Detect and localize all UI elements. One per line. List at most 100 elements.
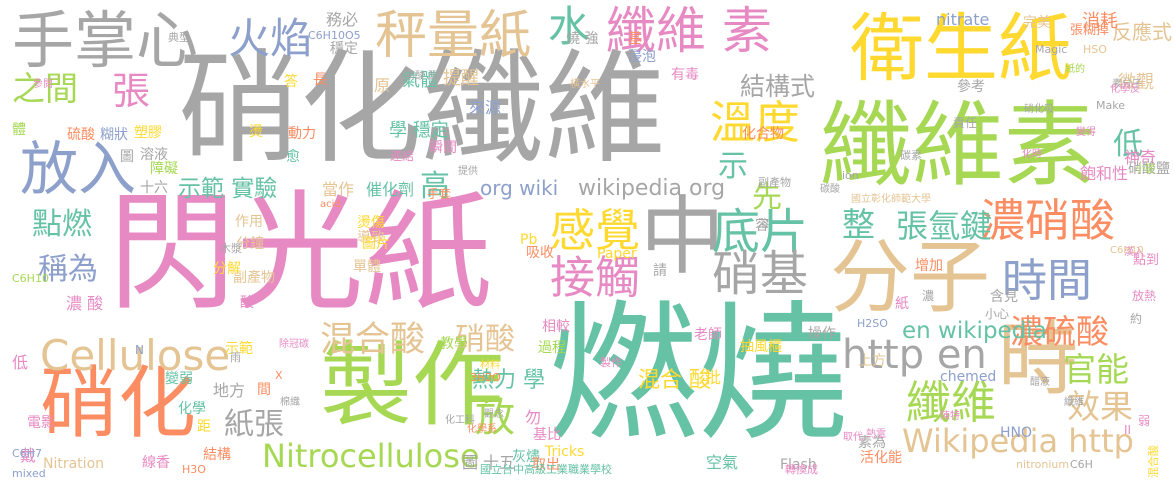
cloud-word: 結構式 [740, 72, 816, 101]
cloud-word: 變得 [1076, 127, 1096, 138]
cloud-word: 製作 [320, 332, 505, 439]
cloud-word: mixed [12, 467, 46, 480]
cloud-word: 混合酸 [320, 320, 426, 360]
cloud-word: X [275, 369, 283, 382]
cloud-word: N [135, 343, 144, 357]
cloud-word: 濃 酸 [66, 294, 104, 313]
cloud-word: 障礙 [150, 161, 178, 177]
cloud-word: 時間 [1002, 254, 1093, 307]
cloud-word: 國立台中高級工業職業學校 [480, 463, 612, 476]
cloud-word: Wikipedia http [902, 422, 1134, 460]
cloud-word: 之間 [12, 69, 78, 108]
cloud-word: 燒 強 [566, 31, 599, 47]
cloud-word: 示 [718, 149, 748, 184]
cloud-word: 浸泡 [628, 49, 656, 65]
cloud-word: acid [320, 199, 341, 210]
cloud-word: 原 [374, 76, 391, 95]
cloud-word: 燃燒 [548, 288, 849, 462]
cloud-word: 提醒 [443, 68, 479, 89]
cloud-word: ion [842, 169, 859, 182]
cloud-word: 圖 [462, 453, 479, 472]
cloud-word: 糊狀 [100, 127, 128, 143]
cloud-word: 請 [653, 263, 667, 279]
cloud-word: 接觸 [550, 251, 641, 304]
cloud-word: 基比 [533, 427, 561, 443]
cloud-word: 分子 [830, 231, 990, 324]
cloud-word: 連結 [390, 149, 415, 163]
cloud-word: 勿 [525, 408, 542, 427]
cloud-word: C6H10O5 [308, 29, 361, 42]
cloud-word: 火焰 [228, 14, 313, 63]
cloud-word: 示範 [225, 341, 253, 357]
cloud-word: 飽和性 [1080, 164, 1129, 183]
cloud-word: 張 [112, 69, 151, 113]
cloud-word: 溫度 [710, 96, 801, 149]
cloud-word: HNO [1000, 425, 1033, 441]
cloud-word: Flash [780, 457, 817, 473]
cloud-word: 責任 [953, 116, 978, 130]
cloud-word: H3O [182, 463, 206, 476]
cloud-word: 感覺 [550, 204, 641, 257]
cloud-word: Paper [597, 246, 637, 262]
cloud-word: 分鐘 [236, 236, 264, 252]
cloud-word: 約 [1130, 312, 1143, 326]
cloud-word: 放熱 [1132, 289, 1157, 303]
cloud-word: C6H10 [12, 272, 49, 285]
cloud-word: 橫水平 [570, 79, 600, 90]
cloud-word: 國立彰化師範大學 [851, 194, 931, 205]
cloud-word: Nitration [43, 456, 105, 472]
cloud-word: nitronium [1016, 458, 1070, 471]
cloud-word: 完美 [1023, 15, 1051, 31]
cloud-word: 硝化吸 [1024, 104, 1054, 115]
cloud-word: 分解 [213, 261, 241, 277]
cloud-word: Cellulose [40, 331, 231, 380]
cloud-word: 抽風櫃 [740, 339, 782, 355]
cloud-word: chemed [940, 369, 997, 385]
cloud-word: Nitrocellulose [262, 437, 480, 475]
cloud-word: 來源 [469, 98, 502, 117]
cloud-word: 濃 [922, 289, 935, 303]
cloud-word: 神奇 [1124, 148, 1157, 167]
cloud-word: 化合物 [742, 126, 784, 142]
cloud-word: HSO [1083, 43, 1107, 56]
cloud-word: 動力 [288, 126, 316, 142]
cloud-word: 熱力 學 [472, 368, 545, 393]
cloud-word: http en [842, 332, 987, 378]
cloud-word: 底片 [712, 204, 809, 260]
cloud-word: 十六 [140, 180, 168, 196]
cloud-word: 空氣 [706, 453, 739, 472]
cloud-word: 素為 [858, 435, 886, 451]
cloud-word: 典型 [168, 31, 190, 44]
cloud-word: 製作 [600, 356, 622, 369]
cloud-word: 中 [640, 188, 726, 287]
cloud-word: 圖 [120, 149, 134, 165]
cloud-word: 溶 [758, 217, 769, 230]
cloud-word: 化學 [178, 401, 206, 417]
cloud-word: 圖片 [362, 236, 390, 252]
cloud-word: 纖維素 [820, 92, 1097, 199]
cloud-word: 反應式 [1112, 20, 1172, 44]
cloud-word: C6H10 [1110, 245, 1144, 256]
cloud-word: 放入 [20, 135, 137, 203]
cloud-word: 衛生紙 [850, 6, 1072, 92]
cloud-word: 老師 [694, 327, 722, 343]
cloud-word: Pb [520, 232, 538, 248]
cloud-word: 瞬間 [429, 140, 457, 156]
cloud-word: 化學反 [1110, 84, 1140, 95]
cloud-word: 導致 [357, 230, 385, 246]
cloud-word: 手套 [427, 187, 452, 201]
cloud-word: 棉織 [280, 397, 300, 408]
cloud-word: 活化能 [860, 450, 902, 466]
cloud-word: nitrate [936, 10, 990, 29]
cloud-word: 氣體 [402, 70, 438, 91]
cloud-word: 消耗 [1082, 11, 1118, 32]
cloud-word: Tricks [545, 444, 585, 460]
cloud-word: 纖維 [1064, 397, 1084, 408]
cloud-word: 硫酸 [67, 127, 95, 143]
cloud-word: 塑膠 [134, 125, 162, 141]
cloud-word: 參考 [957, 79, 985, 95]
cloud-word: 小提 [1135, 164, 1155, 175]
cloud-word: 務必 [326, 10, 359, 29]
cloud-word: 碳素 [900, 149, 922, 162]
cloud-word: 電影 [27, 415, 55, 431]
